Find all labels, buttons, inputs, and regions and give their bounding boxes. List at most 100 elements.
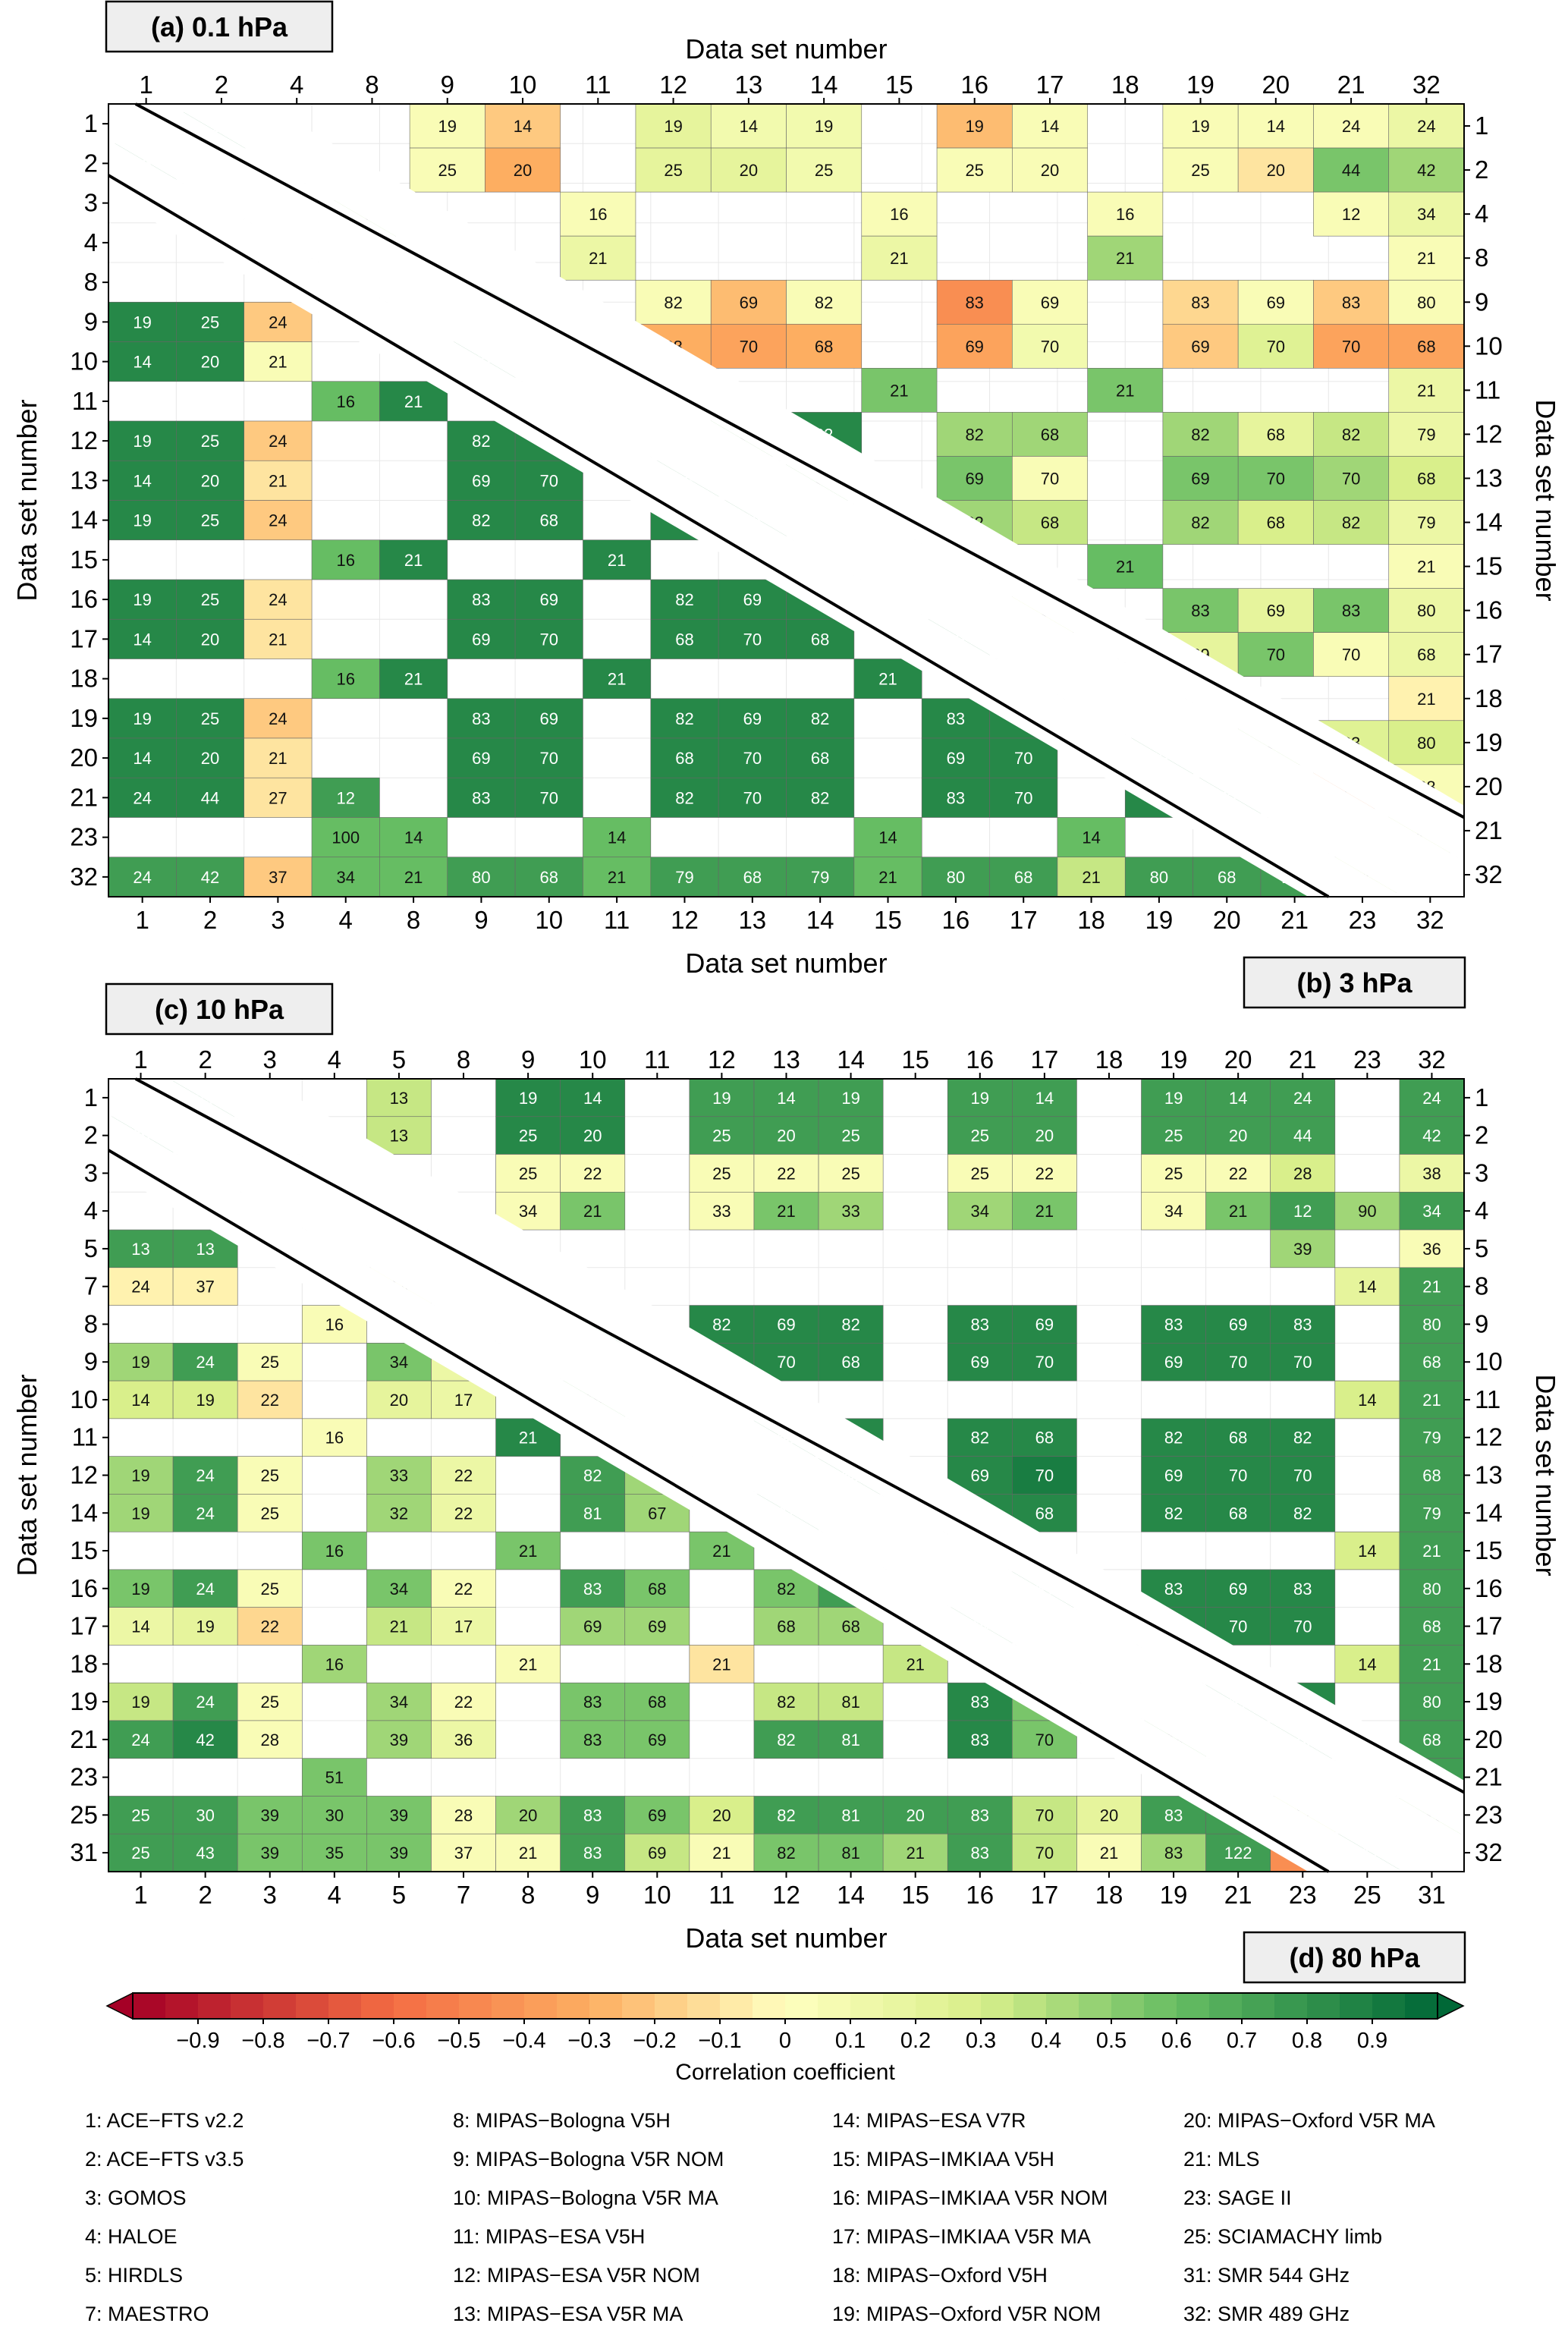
cell-label: 70 (1342, 646, 1360, 665)
panel-title: (a) 0.1 hPa (151, 11, 288, 42)
heatmap-cell (818, 1116, 884, 1155)
cell-label: 14 (1358, 1278, 1376, 1297)
cell-label: 19 (971, 1089, 989, 1108)
heatmap-cell (1012, 456, 1088, 501)
cell-label: 21 (1035, 1202, 1054, 1221)
cell-label: 14 (1041, 117, 1059, 136)
cell-label: 21 (583, 1202, 602, 1221)
cell-label: 19 (131, 1467, 149, 1485)
heatmap-cell (583, 857, 652, 898)
heatmap-cell (366, 1833, 432, 1872)
cell-label: 39 (390, 1731, 408, 1749)
cell-label: 68 (1218, 868, 1236, 887)
cell-label: 19 (965, 117, 983, 136)
heatmap-cell (172, 1343, 238, 1382)
heatmap-cell (818, 1343, 884, 1382)
heatmap-cell (1388, 147, 1465, 193)
heatmap-cell (1270, 1569, 1336, 1608)
y-tick-label-right: 3 (1475, 1158, 1488, 1187)
heatmap-cell (753, 1154, 819, 1193)
cell-label: 69 (540, 709, 558, 728)
cell-label: 25 (438, 161, 457, 180)
heatmap-cell (753, 1191, 819, 1231)
cell-label: 44 (201, 788, 219, 807)
colorbar-tick-label: 0.4 (1031, 2029, 1061, 2053)
heatmap-cell (108, 857, 177, 898)
x-tick-label-bottom: 12 (772, 1881, 800, 1909)
cell-label: 69 (648, 1617, 666, 1636)
heatmap-cell (560, 1154, 626, 1193)
x-tick-label-bottom: 19 (1160, 1881, 1188, 1909)
y-tick-label-left: 17 (70, 1612, 98, 1640)
cell-label: 20 (583, 1127, 602, 1146)
heatmap-cell (237, 1494, 303, 1533)
heatmap-cell (1012, 147, 1088, 193)
cell-label: 25 (519, 1164, 537, 1183)
panel-title: (d) 80 hPa (1289, 1942, 1420, 1973)
cell-label: 24 (133, 788, 151, 807)
y-tick-label-right: 2 (1475, 1121, 1488, 1149)
heatmap-cell (921, 737, 990, 778)
cell-label: 70 (743, 749, 762, 768)
cell-label: 21 (269, 471, 287, 490)
legend-entry: 32: SMR 489 GHz (1183, 2303, 1350, 2325)
cell-label: 68 (811, 749, 829, 768)
cell-label: 70 (1267, 469, 1285, 488)
heatmap-cell (560, 1607, 626, 1646)
heatmap-cell (431, 1607, 496, 1646)
cell-label: 82 (1293, 1504, 1312, 1523)
colorbar-segment (1111, 1993, 1145, 2019)
heatmap-cell (366, 1682, 432, 1721)
cell-label: 14 (777, 1089, 795, 1108)
cell-label: 28 (454, 1806, 473, 1825)
cell-label: 22 (777, 1164, 795, 1183)
cell-label: 69 (648, 1844, 666, 1863)
heatmap-cell (244, 737, 313, 778)
cell-label: 28 (1293, 1164, 1312, 1183)
cell-label: 68 (815, 337, 833, 356)
heatmap-cell (1012, 1078, 1077, 1118)
heatmap-cell (366, 1078, 432, 1118)
cell-label: 68 (1422, 1353, 1441, 1372)
heatmap-cell (1012, 1116, 1077, 1155)
cell-label: 80 (947, 868, 965, 887)
cell-label: 16 (325, 1315, 344, 1334)
x-tick-label-bottom: 8 (407, 906, 420, 934)
x-tick-label-bottom: 18 (1095, 1881, 1123, 1909)
heatmap-cell (818, 1191, 884, 1231)
cell-label: 24 (269, 590, 287, 609)
heatmap-cell (1141, 1343, 1206, 1382)
heatmap-cell (514, 737, 583, 778)
cell-label: 25 (712, 1127, 731, 1146)
heatmap-cell (176, 420, 245, 461)
cell-label: 68 (675, 749, 693, 768)
heatmap-cell (1237, 103, 1314, 149)
heatmap-cell (921, 777, 990, 818)
heatmap-cell (1057, 857, 1126, 898)
colorbar-tick-label: 0.3 (966, 2029, 996, 2053)
cell-label: 19 (131, 1580, 149, 1599)
x-tick-label-bottom: 16 (942, 906, 970, 934)
x-tick-label-top: 19 (1186, 71, 1214, 99)
cell-label: 19 (133, 432, 151, 451)
legend-entry: 16: MIPAS−IMKIAA V5R NOM (832, 2186, 1108, 2209)
colorbar-extend-high (1437, 1991, 1465, 2020)
heatmap-cell (108, 1833, 174, 1872)
heatmap-cell (818, 1720, 884, 1759)
heatmap-cell (1388, 368, 1465, 413)
cell-label: 21 (890, 249, 908, 268)
heatmap-cell (1399, 1343, 1465, 1382)
cell-label: 14 (1267, 117, 1285, 136)
cell-label: 21 (1417, 381, 1435, 400)
cell-label: 83 (1342, 602, 1360, 621)
cell-label: 25 (712, 1164, 731, 1183)
colorbar-segment (589, 1993, 623, 2019)
panel-title-box (1243, 956, 1466, 1009)
cell-label: 20 (1267, 161, 1285, 180)
cell-label: 25 (260, 1353, 278, 1372)
cell-label: 21 (519, 1542, 537, 1561)
y-tick-label-left: 31 (70, 1838, 98, 1866)
y-tick-label-right: 2 (1475, 156, 1488, 184)
y-tick-label-left: 8 (84, 268, 98, 296)
cell-label: 21 (1229, 1202, 1247, 1221)
